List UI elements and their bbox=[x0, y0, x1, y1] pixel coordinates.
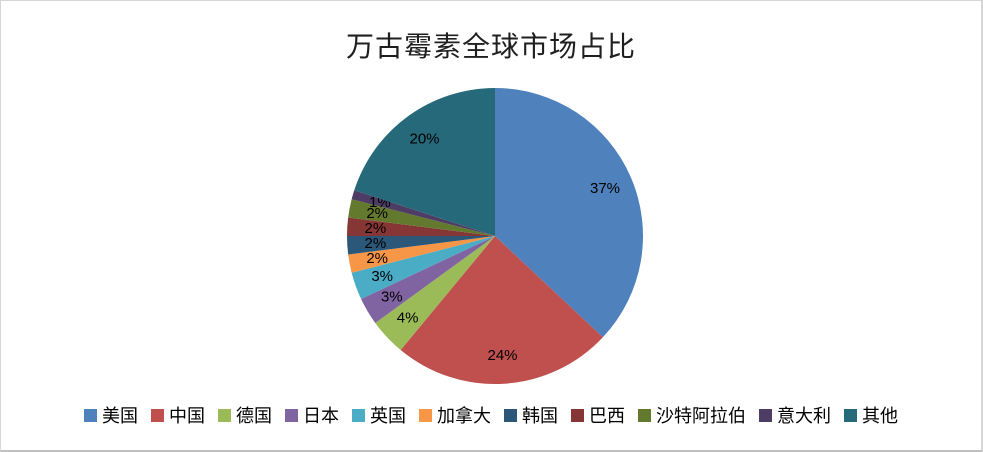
chart-legend: 美国 中国 德国 日本 英国 加拿大 韩国 巴西 沙特阿拉伯 意大利 其他 bbox=[1, 402, 981, 428]
pie-data-label-7: 2% bbox=[365, 220, 387, 237]
legend-swatch-icon bbox=[759, 408, 772, 422]
legend-item-2[interactable]: 德国 bbox=[218, 402, 272, 428]
chart-title: 万古霉素全球市场占比 bbox=[345, 31, 636, 62]
legend-swatch-icon bbox=[504, 408, 517, 422]
pie-data-label-5: 2% bbox=[366, 250, 388, 267]
legend-item-10[interactable]: 其他 bbox=[844, 402, 898, 428]
legend-swatch-icon bbox=[571, 408, 584, 422]
legend-item-3[interactable]: 日本 bbox=[285, 402, 339, 428]
pie-data-label-6: 2% bbox=[365, 235, 387, 252]
legend-swatch-icon bbox=[844, 408, 857, 422]
pie-slice-10[interactable] bbox=[354, 88, 495, 236]
legend-label: 德国 bbox=[236, 406, 272, 426]
legend-label: 中国 bbox=[169, 406, 205, 426]
legend-label: 意大利 bbox=[777, 406, 831, 426]
legend-item-7[interactable]: 巴西 bbox=[571, 402, 625, 428]
pie-data-label-3: 3% bbox=[381, 289, 403, 306]
legend-swatch-icon bbox=[419, 408, 432, 422]
legend-item-4[interactable]: 英国 bbox=[352, 402, 406, 428]
pie-slice-7[interactable] bbox=[347, 217, 495, 236]
pie-data-label-10: 20% bbox=[409, 131, 439, 148]
legend-swatch-icon bbox=[285, 408, 298, 422]
legend-label: 韩国 bbox=[522, 406, 558, 426]
legend-label: 加拿大 bbox=[437, 406, 491, 426]
pie-slice-3[interactable] bbox=[361, 236, 495, 323]
pie-slice-6[interactable] bbox=[347, 236, 495, 255]
legend-label: 日本 bbox=[303, 406, 339, 426]
legend-label: 其他 bbox=[862, 406, 898, 426]
pie-slice-9[interactable] bbox=[351, 190, 495, 236]
pie-slice-4[interactable] bbox=[351, 236, 495, 300]
legend-item-1[interactable]: 中国 bbox=[151, 402, 205, 428]
legend-item-8[interactable]: 沙特阿拉伯 bbox=[638, 402, 746, 428]
pie-data-label-1: 24% bbox=[487, 347, 517, 364]
pie-slice-1[interactable] bbox=[400, 236, 603, 385]
legend-swatch-icon bbox=[218, 408, 231, 422]
pie-data-label-2: 4% bbox=[397, 310, 419, 327]
pie-data-label-0: 37% bbox=[590, 180, 620, 197]
legend-swatch-icon bbox=[151, 408, 164, 422]
pie-data-label-4: 3% bbox=[371, 268, 393, 285]
legend-label: 沙特阿拉伯 bbox=[656, 406, 746, 426]
pie-data-label-8: 2% bbox=[366, 205, 388, 222]
legend-label: 巴西 bbox=[589, 406, 625, 426]
legend-item-0[interactable]: 美国 bbox=[84, 402, 138, 428]
pie-slice-0[interactable] bbox=[495, 88, 643, 338]
legend-item-9[interactable]: 意大利 bbox=[759, 402, 831, 428]
legend-swatch-icon bbox=[84, 408, 97, 422]
pie-slice-2[interactable] bbox=[375, 236, 495, 351]
pie-slice-5[interactable] bbox=[348, 236, 495, 273]
legend-swatch-icon bbox=[352, 408, 365, 422]
pie-slice-8[interactable] bbox=[348, 199, 495, 236]
legend-swatch-icon bbox=[638, 408, 651, 422]
legend-label: 美国 bbox=[102, 406, 138, 426]
legend-label: 英国 bbox=[370, 406, 406, 426]
legend-item-5[interactable]: 加拿大 bbox=[419, 402, 491, 428]
legend-item-6[interactable]: 韩国 bbox=[504, 402, 558, 428]
